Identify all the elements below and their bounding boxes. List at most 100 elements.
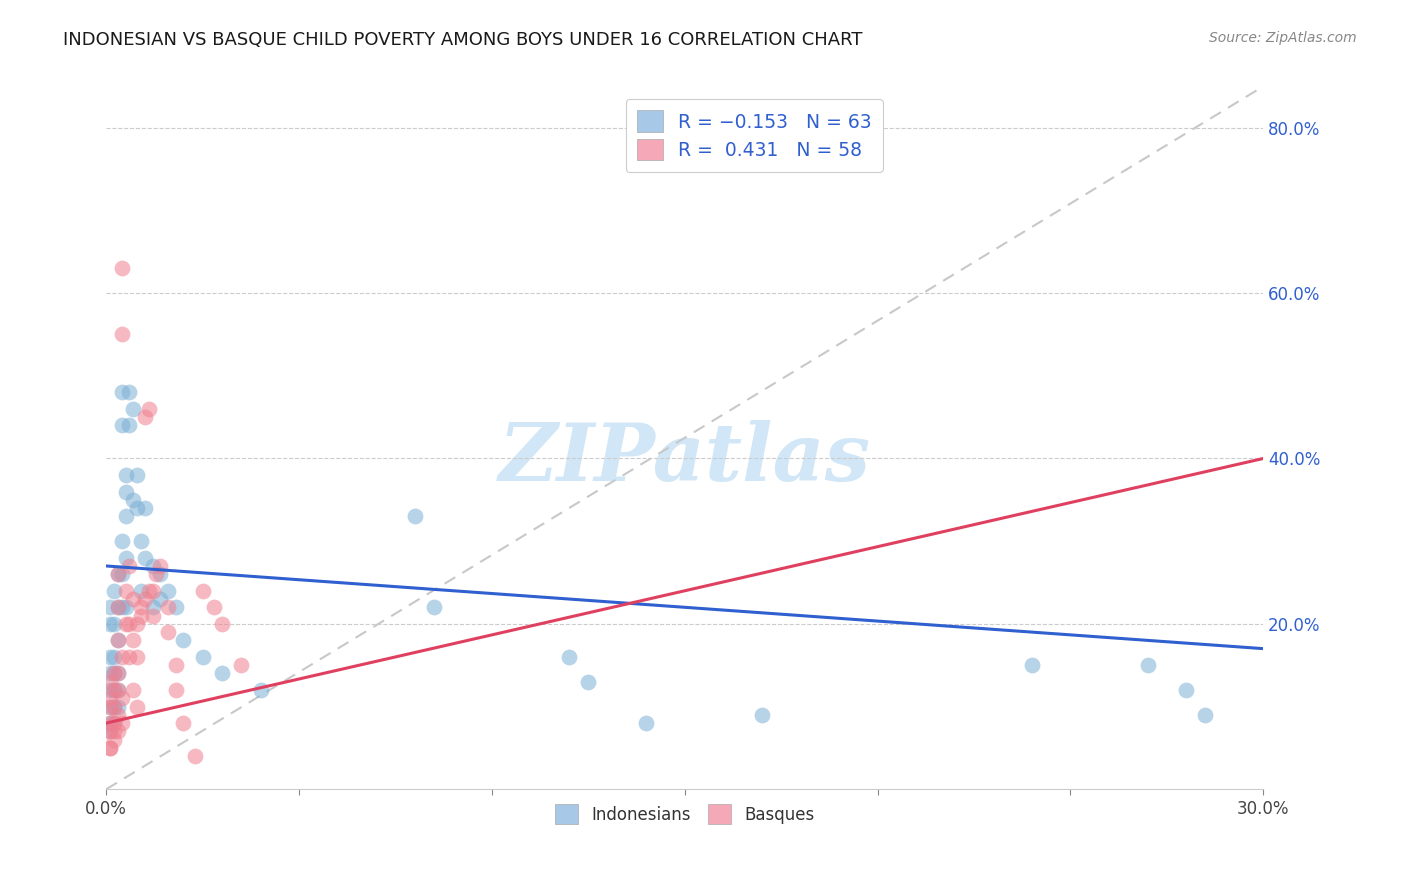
- Point: [134, 550, 156, 565]
- Point: [118, 558, 141, 573]
- Point: [111, 261, 134, 276]
- Point: [129, 583, 152, 598]
- Point: [127, 649, 149, 664]
- Point: [98, 600, 121, 615]
- Point: [103, 683, 125, 698]
- Point: [231, 658, 253, 673]
- Point: [127, 616, 149, 631]
- Point: [111, 418, 134, 433]
- Point: [202, 600, 225, 615]
- Point: [118, 649, 141, 664]
- Point: [103, 699, 125, 714]
- Point: [111, 534, 134, 549]
- Point: [1136, 658, 1159, 673]
- Text: INDONESIAN VS BASQUE CHILD POVERTY AMONG BOYS UNDER 16 CORRELATION CHART: INDONESIAN VS BASQUE CHILD POVERTY AMONG…: [63, 31, 863, 49]
- Point: [249, 683, 271, 698]
- Point: [127, 699, 149, 714]
- Point: [118, 418, 141, 433]
- Point: [114, 550, 136, 565]
- Point: [103, 716, 125, 731]
- Point: [129, 600, 152, 615]
- Point: [107, 633, 129, 648]
- Point: [751, 707, 773, 722]
- Point: [107, 600, 129, 615]
- Point: [103, 616, 125, 631]
- Point: [103, 649, 125, 664]
- Point: [107, 666, 129, 681]
- Point: [107, 567, 129, 582]
- Point: [118, 385, 141, 400]
- Point: [134, 592, 156, 607]
- Point: [111, 649, 134, 664]
- Point: [114, 484, 136, 499]
- Point: [114, 468, 136, 483]
- Point: [172, 716, 194, 731]
- Point: [111, 716, 134, 731]
- Point: [111, 691, 134, 706]
- Text: Source: ZipAtlas.com: Source: ZipAtlas.com: [1209, 31, 1357, 45]
- Point: [156, 583, 179, 598]
- Point: [576, 674, 599, 689]
- Point: [107, 683, 129, 698]
- Point: [191, 583, 214, 598]
- Point: [141, 583, 163, 598]
- Point: [636, 716, 658, 731]
- Point: [114, 616, 136, 631]
- Point: [111, 600, 134, 615]
- Point: [156, 625, 179, 640]
- Point: [103, 716, 125, 731]
- Point: [98, 724, 121, 739]
- Point: [149, 592, 172, 607]
- Legend: Indonesians, Basques: Indonesians, Basques: [546, 795, 825, 834]
- Point: [558, 649, 581, 664]
- Point: [138, 401, 160, 416]
- Point: [191, 649, 214, 664]
- Point: [103, 699, 125, 714]
- Point: [98, 740, 121, 755]
- Point: [103, 724, 125, 739]
- Point: [1194, 707, 1216, 722]
- Point: [98, 699, 121, 714]
- Point: [98, 716, 121, 731]
- Point: [211, 666, 233, 681]
- Point: [98, 740, 121, 755]
- Point: [423, 600, 446, 615]
- Point: [98, 666, 121, 681]
- Point: [103, 666, 125, 681]
- Point: [184, 749, 207, 764]
- Point: [127, 501, 149, 516]
- Point: [98, 616, 121, 631]
- Point: [156, 600, 179, 615]
- Point: [107, 633, 129, 648]
- Point: [107, 683, 129, 698]
- Point: [114, 600, 136, 615]
- Point: [111, 567, 134, 582]
- Point: [172, 633, 194, 648]
- Point: [404, 509, 426, 524]
- Point: [98, 649, 121, 664]
- Point: [122, 492, 145, 507]
- Point: [141, 608, 163, 623]
- Point: [129, 608, 152, 623]
- Point: [103, 683, 125, 698]
- Point: [134, 501, 156, 516]
- Point: [149, 567, 172, 582]
- Point: [129, 534, 152, 549]
- Point: [103, 732, 125, 747]
- Point: [1021, 658, 1043, 673]
- Point: [1175, 683, 1198, 698]
- Point: [107, 666, 129, 681]
- Point: [122, 592, 145, 607]
- Point: [107, 600, 129, 615]
- Point: [149, 558, 172, 573]
- Point: [211, 616, 233, 631]
- Point: [98, 691, 121, 706]
- Point: [145, 567, 167, 582]
- Point: [98, 683, 121, 698]
- Point: [165, 658, 187, 673]
- Point: [122, 683, 145, 698]
- Point: [103, 666, 125, 681]
- Point: [103, 583, 125, 598]
- Point: [98, 699, 121, 714]
- Point: [127, 468, 149, 483]
